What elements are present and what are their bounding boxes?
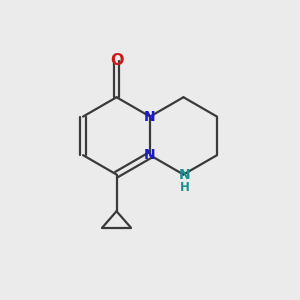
- Text: O: O: [110, 53, 123, 68]
- Text: H: H: [180, 181, 190, 194]
- Text: N: N: [179, 167, 191, 182]
- Text: N: N: [144, 148, 156, 162]
- Text: N: N: [144, 110, 156, 124]
